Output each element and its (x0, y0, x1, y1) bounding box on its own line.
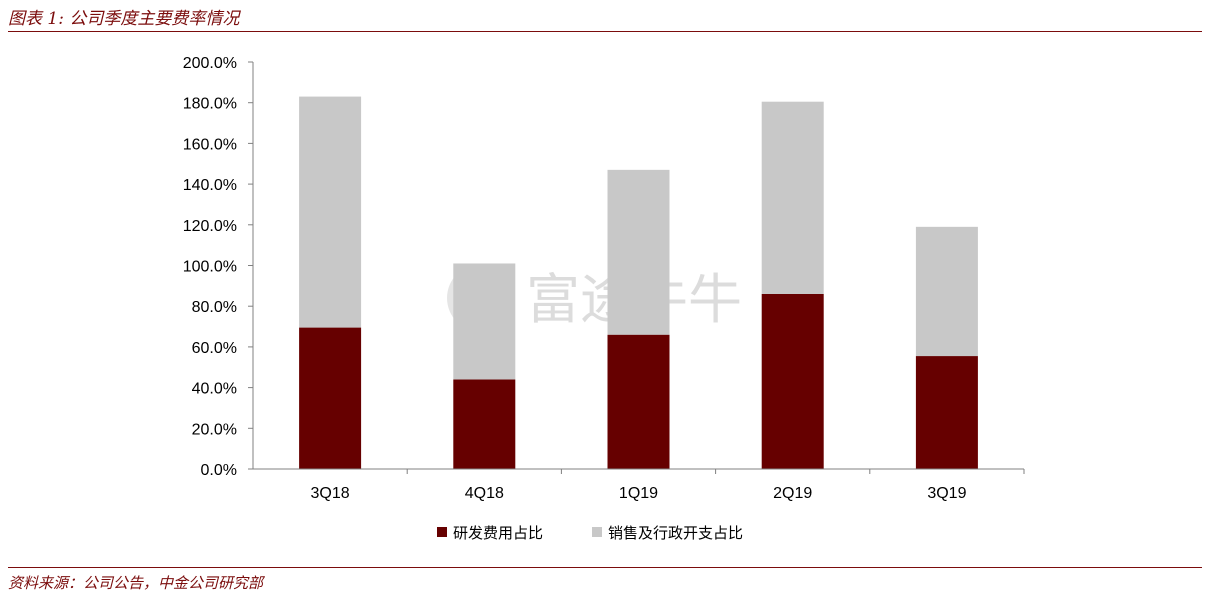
y-tick-label: 60.0% (192, 340, 237, 357)
x-tick-label: 1Q19 (619, 485, 658, 502)
bar-2Q19-series-2 (761, 101, 824, 294)
y-tick-label: 160.0% (183, 136, 237, 153)
x-tick-label: 3Q19 (927, 485, 966, 502)
legend-label: 销售及行政开支占比 (608, 524, 743, 542)
legend-swatch (437, 527, 447, 537)
bar-1Q19-series-2 (607, 169, 670, 335)
y-ticks: 0.0% 20.0% 40.0% 60.0% 80.0% 100.0% 120.0% 140.… (183, 55, 253, 479)
y-tick-label: 120.0% (183, 218, 237, 235)
figure-title: 图表 1: 公司季度主要费率情况 (8, 9, 240, 29)
source-note: 资料来源：公司公告，中金公司研究部 (8, 574, 264, 592)
y-tick-label: 200.0% (183, 55, 237, 72)
y-tick-label: 20.0% (192, 421, 237, 438)
title-rule (8, 31, 1202, 32)
legend: 研发费用占比 销售及行政开支占比 (437, 524, 743, 542)
bar-4Q18-series-1 (453, 379, 516, 469)
x-tick-labels: 3Q18 4Q18 1Q19 2Q19 3Q19 (311, 469, 1025, 502)
y-tick-label: 100.0% (183, 259, 237, 276)
bars-layer (299, 96, 978, 469)
bar-3Q18-series-2 (299, 96, 362, 328)
y-tick-label: 40.0% (192, 381, 237, 398)
y-tick-label: 140.0% (183, 177, 237, 194)
y-tick-label: 0.0% (201, 462, 237, 479)
y-tick-label: 180.0% (183, 96, 237, 113)
legend-swatch (592, 527, 602, 537)
bar-3Q18-series-1 (299, 327, 362, 469)
x-tick-label: 3Q18 (311, 485, 350, 502)
bar-3Q19-series-1 (915, 356, 978, 469)
x-tick-label: 4Q18 (465, 485, 504, 502)
legend-label: 研发费用占比 (453, 524, 543, 542)
bar-4Q18-series-2 (453, 263, 516, 380)
bar-3Q19-series-2 (915, 226, 978, 357)
bar-1Q19-series-1 (607, 334, 670, 469)
y-tick-label: 80.0% (192, 299, 237, 316)
footer-rule (8, 567, 1202, 568)
x-tick-label: 2Q19 (773, 485, 812, 502)
bar-2Q19-series-1 (761, 293, 824, 469)
